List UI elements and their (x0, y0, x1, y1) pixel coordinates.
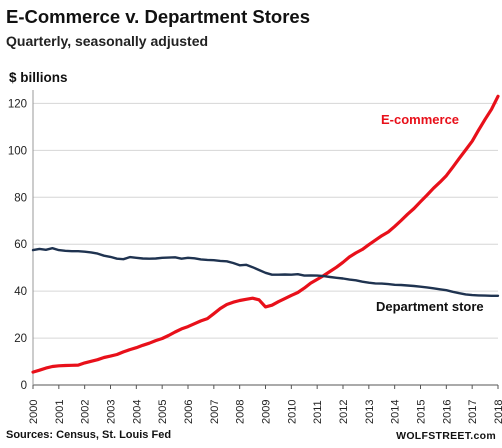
series-line-department-store (31, 246, 500, 297)
x-tick-label-2016: 2016 (441, 400, 453, 424)
y-axis-label: $ billions (9, 70, 68, 85)
x-tick-label-2007: 2007 (209, 400, 221, 424)
x-tick-label-2005: 2005 (157, 400, 169, 424)
x-tick-label-2010: 2010 (286, 400, 298, 424)
annotations: E-commerce Department store (376, 112, 484, 314)
x-tick-label-2012: 2012 (338, 400, 350, 424)
series-lines (31, 94, 500, 374)
x-tick-label-2014: 2014 (390, 400, 402, 424)
y-tick-label-60: 60 (14, 239, 27, 251)
annotation-department-store: Department store (376, 299, 484, 314)
x-tick-label-2013: 2013 (364, 400, 376, 424)
x-tick-label-2001: 2001 (54, 400, 66, 424)
axes: 0 20 40 60 80 100 120 2000 2001 2002 2003 2004 2005 2… (8, 90, 502, 424)
x-tick-label-2006: 2006 (183, 400, 195, 424)
x-tick-label-2000: 2000 (28, 400, 40, 424)
source-note: Sources: Census, St. Louis Fed (6, 429, 172, 441)
chart-subtitle: Quarterly, seasonally adjusted (6, 33, 209, 49)
x-tick-label-2008: 2008 (235, 400, 247, 424)
chart-title: E-Commerce v. Department Stores (6, 6, 310, 27)
x-tick-label-2011: 2011 (312, 400, 324, 424)
y-tick-label-20: 20 (14, 333, 27, 345)
brand-credit: WOLFSTREET.com (396, 430, 496, 442)
x-tick-label-2017: 2017 (467, 400, 479, 424)
x-tick-label-2009: 2009 (261, 400, 273, 424)
x-tick-label-2018: 2018 (493, 400, 502, 424)
x-tick-label-2002: 2002 (80, 400, 92, 424)
x-tick-label-2003: 2003 (106, 400, 118, 424)
y-tick-label-80: 80 (14, 192, 27, 204)
x-tick-label-2004: 2004 (131, 400, 143, 424)
y-tick-label-100: 100 (8, 145, 27, 157)
grid-lines (33, 102, 498, 339)
y-tick-label-120: 120 (8, 98, 27, 110)
y-tick-label-40: 40 (14, 286, 27, 298)
series-line-ecommerce (31, 94, 500, 374)
annotation-ecommerce: E-commerce (381, 112, 459, 127)
y-tick-label-0: 0 (21, 380, 27, 392)
x-tick-label-2015: 2015 (416, 400, 428, 424)
